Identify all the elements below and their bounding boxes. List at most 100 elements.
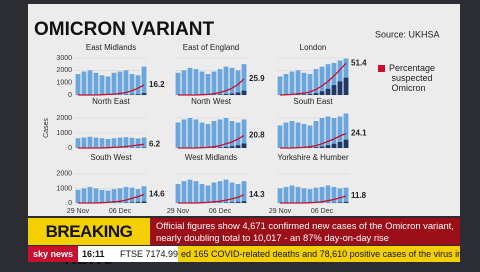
headline: Official figures show 4,671 confirmed ne…	[150, 218, 460, 245]
case-bar	[100, 75, 105, 95]
y-tick-label: 2000	[56, 171, 72, 178]
y-tick-label: 1000	[56, 185, 72, 192]
case-bar	[290, 186, 295, 204]
y-tick-label: 0	[68, 200, 72, 207]
pct-label: 14.3	[249, 190, 265, 199]
omicron-bar	[320, 147, 325, 149]
case-bar	[296, 70, 301, 95]
case-bar	[278, 188, 283, 203]
case-bar	[112, 189, 117, 203]
omicron-bar	[130, 202, 135, 203]
omicron-bar	[236, 93, 241, 95]
case-bar	[94, 73, 99, 95]
omicron-bar	[230, 202, 235, 203]
source: Source: UKHSA	[375, 29, 440, 39]
case-bar	[302, 124, 307, 148]
case-bar	[112, 138, 117, 148]
omicron-bar	[326, 145, 331, 148]
case-bar	[88, 70, 93, 95]
case-bar	[290, 72, 295, 95]
case-bar	[218, 69, 223, 95]
case-bar	[284, 74, 289, 95]
case-bar	[124, 70, 129, 95]
case-bar	[176, 123, 181, 149]
case-bar	[236, 184, 241, 203]
case-bar	[212, 72, 217, 95]
pct-label: 6.2	[149, 139, 161, 148]
panel-title: London	[300, 43, 327, 52]
case-bar	[200, 72, 205, 95]
case-bar	[182, 120, 187, 149]
omicron-bar	[344, 78, 349, 95]
panel-title: South East	[293, 97, 333, 106]
case-bar	[278, 126, 283, 149]
case-bar	[278, 77, 283, 96]
omicron-bar	[338, 142, 343, 148]
panel-title: South West	[90, 153, 132, 162]
case-bar	[142, 67, 147, 95]
case-bar	[130, 188, 135, 203]
pct-label: 16.2	[149, 80, 165, 89]
case-bar	[206, 74, 211, 95]
case-bar	[194, 120, 199, 149]
omicron-bar	[136, 202, 141, 203]
pct-label: 24.1	[351, 129, 367, 138]
case-bar	[230, 68, 235, 95]
case-bar	[302, 73, 307, 95]
panel-title: West Midlands	[185, 153, 237, 162]
case-bar	[332, 187, 337, 203]
y-tick-label: 3000	[56, 55, 72, 62]
case-bar	[106, 77, 111, 96]
case-bar	[136, 75, 141, 95]
pct-label: 11.8	[351, 191, 367, 200]
y-tick-label: 1000	[56, 130, 72, 137]
case-bar	[218, 120, 223, 149]
case-bar	[314, 69, 319, 95]
omicron-bar	[236, 202, 241, 203]
case-bar	[188, 180, 193, 203]
omicron-bar	[142, 202, 147, 203]
case-bar	[82, 72, 87, 95]
omicron-bar	[242, 91, 247, 95]
ftse: FTSE 7174.99	[120, 246, 178, 262]
pct-label: 25.9	[249, 74, 265, 83]
omicron-bar	[236, 145, 241, 148]
case-bar	[290, 121, 295, 148]
legend-swatch	[378, 65, 385, 72]
case-bar	[182, 181, 187, 203]
omicron-bar	[224, 94, 229, 95]
case-bar	[320, 67, 325, 95]
case-bar	[142, 138, 147, 149]
omicron-bar	[314, 147, 319, 148]
case-bar	[332, 118, 337, 148]
case-bar	[230, 121, 235, 148]
case-bar	[338, 188, 343, 203]
case-bar	[106, 139, 111, 148]
case-bar	[230, 183, 235, 203]
omicron-bar	[230, 146, 235, 148]
case-bar	[302, 188, 307, 203]
case-bar	[206, 186, 211, 204]
omicron-bar	[242, 144, 247, 149]
omicron-bar	[230, 94, 235, 95]
x-tick-label: 29 Nov	[269, 208, 292, 215]
pct-label: 51.4	[351, 58, 367, 67]
x-tick-label: 06 Dec	[109, 208, 132, 215]
x-tick-label: 29 Nov	[167, 208, 190, 215]
case-bar	[106, 191, 111, 203]
case-bar	[82, 138, 87, 149]
case-bar	[236, 123, 241, 149]
case-bar	[118, 72, 123, 95]
case-bar	[200, 184, 205, 203]
omicron-bar	[326, 89, 331, 95]
panel-title: East Midlands	[86, 43, 136, 52]
case-bar	[112, 73, 117, 95]
case-bar	[314, 188, 319, 203]
y-tick-label: 2000	[56, 67, 72, 74]
case-bar	[326, 117, 331, 149]
x-tick-label: 06 Dec	[311, 208, 334, 215]
omicron-bar	[338, 81, 343, 95]
case-bar	[176, 184, 181, 203]
case-bar	[284, 187, 289, 203]
case-bar	[94, 138, 99, 149]
